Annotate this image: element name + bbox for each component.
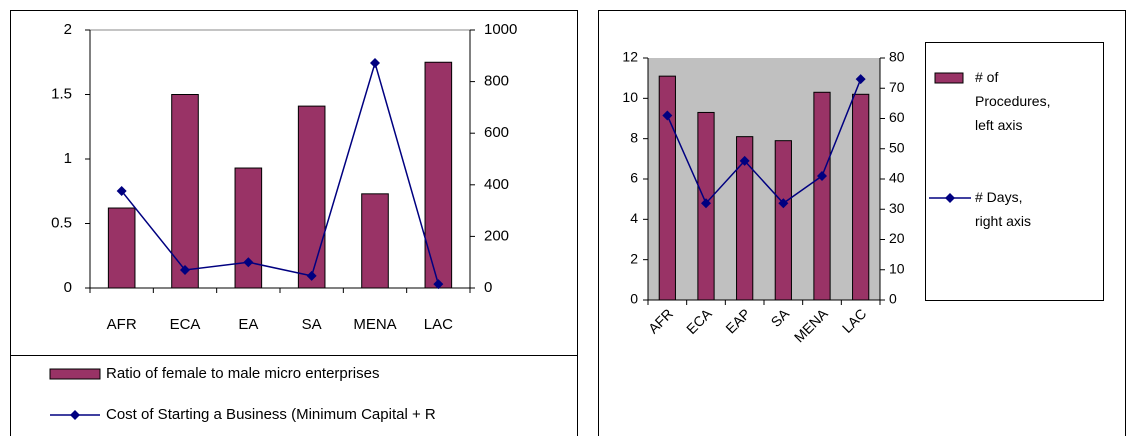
legend-marker <box>70 410 80 420</box>
point <box>116 185 127 196</box>
x-tick-label: EA <box>238 316 258 333</box>
bar <box>361 193 389 289</box>
legend-label: Cost of Starting a Business (Minimum Cap… <box>106 406 436 423</box>
y2-tick-label: 200 <box>484 227 509 244</box>
point <box>662 110 673 121</box>
bar <box>658 75 676 301</box>
bar <box>171 94 199 289</box>
y-tick-label: 12 <box>622 49 638 65</box>
y-tick-label: 6 <box>630 170 638 186</box>
y2-tick-label: 1000 <box>484 21 517 38</box>
chart-frame <box>10 10 578 436</box>
legend-marker <box>945 193 955 203</box>
x-tick-label: ECA <box>683 305 715 337</box>
bar <box>234 167 263 289</box>
bar <box>424 61 453 289</box>
y2-tick-label: 0 <box>484 279 492 296</box>
y2-tick-label: 10 <box>889 260 905 276</box>
y-tick-label: 2 <box>64 21 72 38</box>
y-tick-label: 1.5 <box>51 85 72 102</box>
y2-tick-label: 50 <box>889 139 905 155</box>
legend-swatch <box>934 72 964 84</box>
y-tick-label: 4 <box>630 210 638 226</box>
y2-tick-label: 80 <box>889 49 905 65</box>
legend-box <box>925 42 1104 301</box>
y-tick-label: 0 <box>630 291 638 307</box>
y2-tick-label: 20 <box>889 230 905 246</box>
x-tick-label: AFR <box>107 316 137 333</box>
y2-tick-label: 0 <box>889 291 897 307</box>
line <box>121 60 440 285</box>
point <box>433 279 444 290</box>
legend-label: # of Procedures, left axis <box>975 69 1050 133</box>
x-tick-label: AFR <box>645 305 676 336</box>
bar <box>297 105 326 289</box>
legend-label: Ratio of female to male micro enterprise… <box>106 365 379 382</box>
bar <box>774 140 792 301</box>
y-tick-label: 8 <box>630 129 638 145</box>
chart-frame <box>598 10 1126 436</box>
line <box>666 78 862 205</box>
point <box>778 198 789 209</box>
x-tick-label: MENA <box>791 305 831 345</box>
y-tick-label: 0.5 <box>51 214 72 231</box>
x-tick-label: SA <box>302 316 322 333</box>
plot-area <box>89 29 471 289</box>
legend-swatch <box>49 368 101 380</box>
y-tick-label: 0 <box>64 279 72 296</box>
point <box>243 257 254 268</box>
plot-area <box>648 58 880 300</box>
y2-tick-label: 30 <box>889 200 905 216</box>
legend-box <box>10 355 578 436</box>
x-tick-label: EAP <box>722 305 753 336</box>
y-tick-label: 1 <box>64 150 72 167</box>
point <box>180 264 190 275</box>
y2-tick-label: 70 <box>889 79 905 95</box>
point <box>855 74 866 85</box>
y2-tick-label: 400 <box>484 176 509 193</box>
point <box>306 270 317 281</box>
point <box>370 58 380 69</box>
x-tick-label: MENA <box>353 316 396 333</box>
x-tick-label: SA <box>768 305 793 330</box>
bar <box>852 93 870 301</box>
point <box>701 198 711 209</box>
point <box>817 170 827 181</box>
y2-tick-label: 800 <box>484 73 509 90</box>
point <box>739 155 750 166</box>
bar <box>736 136 754 301</box>
chart: 0 2 4 6 8 10 12 0 10 20 30 40 50 60 70 80 AFR ECA EAP SAMEN… <box>622 42 1104 345</box>
y2-tick-label: 600 <box>484 124 509 141</box>
x-tick-label: LAC <box>839 305 870 336</box>
y2-tick-label: 40 <box>889 170 905 186</box>
bar <box>813 91 831 301</box>
y-tick-label: 10 <box>622 89 638 105</box>
chart: 0 0.5 1 1.5 2 0 200 400 600 800 1000 AFR ECA EA SA MENA… <box>10 21 578 436</box>
bar <box>107 207 136 289</box>
legend-label: # Days, right axis <box>975 189 1031 229</box>
y2-tick-label: 60 <box>889 109 905 125</box>
x-tick-label: ECA <box>170 316 201 333</box>
y-tick-label: 2 <box>630 250 638 266</box>
x-tick-label: LAC <box>424 316 453 333</box>
